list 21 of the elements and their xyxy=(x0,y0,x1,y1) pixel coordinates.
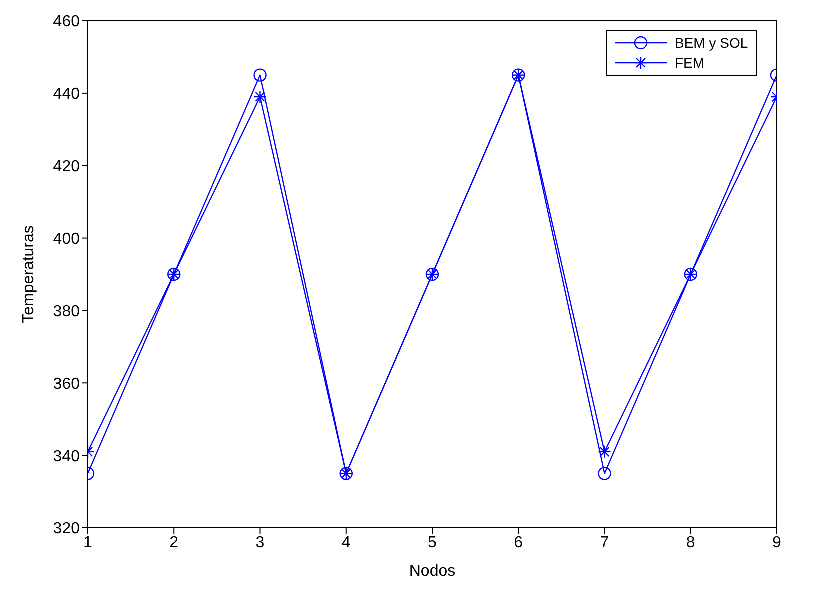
x-tick-label: 5 xyxy=(428,534,438,552)
y-axis-title: Temperaturas xyxy=(20,226,38,324)
legend-label: BEM y SOL xyxy=(675,35,748,51)
x-tick-label: 9 xyxy=(772,534,782,552)
x-tick-label: 1 xyxy=(84,534,93,552)
y-tick-label: 340 xyxy=(53,448,80,466)
y-tick-label: 440 xyxy=(53,86,80,104)
y-tick-label: 400 xyxy=(53,230,80,248)
x-tick-label: 6 xyxy=(514,534,524,552)
y-tick-label: 360 xyxy=(53,376,80,393)
legend-label: FEM xyxy=(675,55,705,71)
x-tick-label: 7 xyxy=(600,534,610,552)
y-tick-label: 460 xyxy=(53,14,80,31)
x-tick-label: 4 xyxy=(342,534,351,552)
y-tick-label: 320 xyxy=(53,520,80,538)
x-axis-title: Nodos xyxy=(409,563,456,580)
y-tick-label: 380 xyxy=(53,303,80,320)
x-tick-label: 3 xyxy=(256,534,265,552)
x-tick-label: 8 xyxy=(686,534,696,552)
x-tick-label: 2 xyxy=(170,534,179,552)
y-tick-label: 420 xyxy=(53,158,80,176)
